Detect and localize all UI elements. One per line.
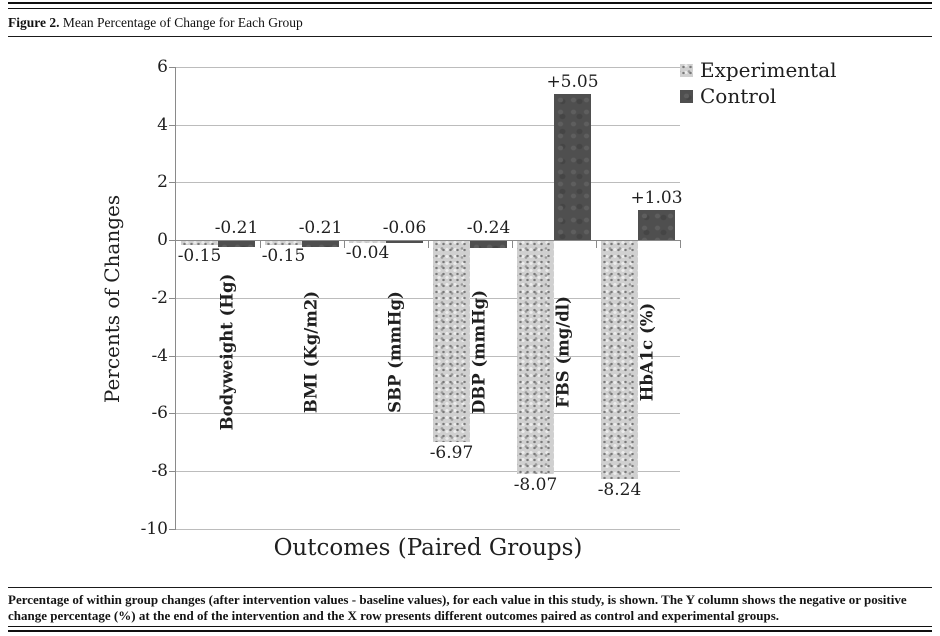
data-label-control-1: -0.21 [214, 218, 259, 238]
figure-title: Mean Percentage of Change for Each Group [62, 15, 303, 30]
y-axis-tick [169, 528, 176, 530]
header-rule [8, 36, 932, 37]
gridline--8 [176, 471, 680, 472]
y-tick-label: 0 [157, 230, 168, 250]
gridline--6 [176, 413, 680, 415]
x-axis-title: Outcomes (Paired Groups) [273, 535, 583, 561]
y-axis-tick [169, 240, 176, 241]
y-tick-label: -8 [151, 461, 168, 481]
legend: Experimental Control [680, 57, 837, 109]
gridline--2 [176, 297, 680, 299]
bar-experimental-1 [181, 241, 218, 246]
bar-experimental-5 [517, 241, 554, 475]
data-label-experimental-2: -0.15 [261, 246, 306, 267]
data-label-experimental-6: -8.24 [597, 479, 642, 500]
y-axis-tick [169, 355, 176, 357]
data-label-control-6: +1.03 [630, 188, 683, 209]
data-label-experimental-5: -8.07 [513, 475, 558, 496]
bar-chart: Percents of Changes Outcomes (Paired Gro… [0, 47, 940, 587]
bar-experimental-4 [433, 241, 470, 443]
bar-control-3 [386, 241, 423, 243]
bar-experimental-6 [601, 241, 638, 479]
y-axis-tick [169, 182, 176, 184]
category-label-1: Bodyweight (Hg) [217, 273, 237, 431]
y-tick-label: -6 [151, 403, 168, 424]
y-axis-tick [169, 124, 176, 126]
data-label-experimental-4: -6.97 [429, 443, 474, 464]
category-label-2: BMI (Kg/m2) [301, 290, 321, 414]
category-divider [596, 240, 597, 248]
bar-control-1 [218, 241, 255, 248]
legend-item-control: Control [680, 83, 837, 109]
y-axis-tick [169, 413, 176, 415]
y-tick-label: -4 [151, 345, 168, 366]
category-label-6: HbA1c (%) [637, 302, 657, 402]
legend-item-experimental: Experimental [680, 57, 837, 83]
category-divider [344, 240, 345, 248]
bar-control-6 [638, 210, 675, 240]
category-label-5: FBS (mg/dl) [553, 296, 573, 408]
category-divider [680, 240, 681, 248]
bar-control-5 [554, 94, 591, 240]
category-divider [512, 240, 513, 248]
bar-control-4 [470, 241, 507, 248]
y-tick-label: 6 [157, 56, 168, 77]
gridline-6 [176, 66, 680, 68]
y-tick-label: -2 [151, 287, 168, 308]
data-label-control-3: -0.06 [382, 218, 427, 238]
footer-rule [8, 587, 932, 588]
y-axis-tick [169, 471, 176, 472]
data-label-experimental-3: -0.04 [345, 243, 390, 264]
category-divider [428, 240, 429, 248]
y-tick-label: 4 [157, 114, 168, 135]
figure-label: Figure 2. [8, 15, 60, 30]
data-label-control-5: +5.05 [546, 72, 599, 93]
y-axis-line [175, 67, 177, 530]
y-axis-tick [169, 66, 176, 68]
legend-label-control: Control [700, 84, 777, 108]
y-tick-label: 2 [157, 172, 168, 193]
bar-control-2 [302, 241, 339, 248]
category-label-3: SBP (mmHg) [385, 291, 405, 413]
bottom-double-rule [8, 626, 932, 632]
experimental-swatch-icon [680, 63, 693, 77]
y-axis-tick [169, 297, 176, 299]
gridline--4 [176, 355, 680, 357]
data-label-control-2: -0.21 [298, 218, 343, 238]
gridline-2 [176, 182, 680, 184]
category-divider [260, 240, 261, 248]
bar-experimental-2 [265, 241, 302, 246]
top-double-rule [8, 2, 932, 9]
category-label-4: DBP (mmHg) [469, 289, 489, 415]
bar-experimental-3 [349, 241, 386, 243]
legend-label-experimental: Experimental [700, 58, 837, 82]
data-label-experimental-1: -0.15 [177, 246, 222, 267]
control-swatch-icon [680, 89, 693, 103]
gridline-4 [176, 124, 680, 126]
data-label-control-4: -0.24 [466, 218, 511, 238]
y-tick-label: -10 [140, 518, 168, 539]
figure-header: Figure 2. Mean Percentage of Change for … [0, 9, 940, 36]
figure-caption: Percentage of within group changes (afte… [8, 592, 907, 623]
gridline--10 [176, 528, 680, 530]
